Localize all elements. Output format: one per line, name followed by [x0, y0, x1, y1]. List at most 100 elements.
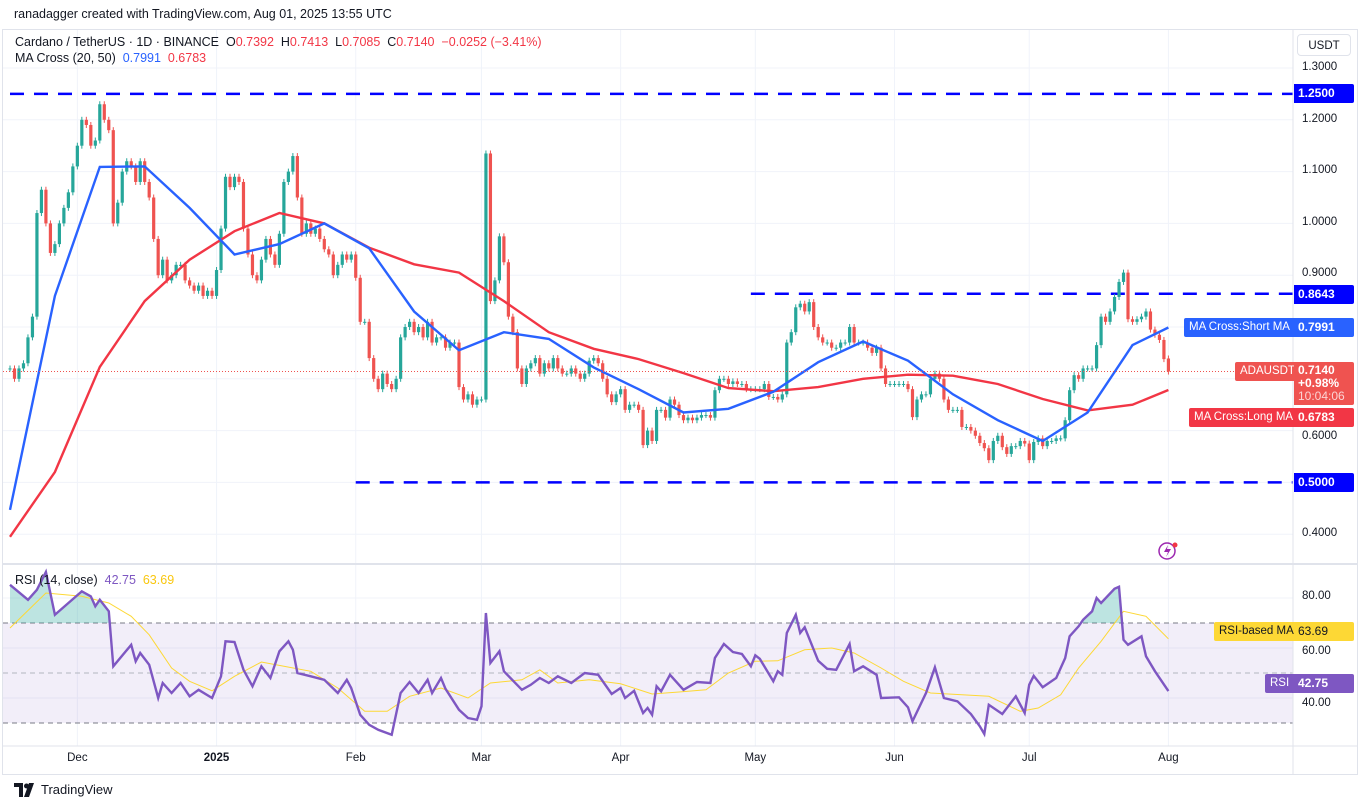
candle [879, 347, 883, 369]
rsi-band-lines [3, 622, 1293, 724]
candle [816, 327, 820, 338]
candle [1045, 440, 1049, 447]
candle [277, 233, 281, 265]
rsi-tag-label: RSI [1265, 674, 1295, 693]
candle [219, 228, 223, 271]
candle [143, 161, 147, 182]
candle [165, 259, 169, 281]
footer-brand: TradingView [14, 782, 113, 797]
candle [57, 223, 61, 245]
candle [349, 254, 353, 260]
time-tick: May [744, 752, 767, 764]
candle [116, 202, 120, 224]
candle [138, 161, 142, 182]
ma-legend[interactable]: MA Cross (20, 50) 0.7991 0.6783 [15, 51, 206, 65]
open-label: O [225, 35, 236, 49]
candle [345, 254, 349, 260]
candle [794, 307, 798, 333]
candle [466, 394, 470, 400]
candle [910, 389, 915, 418]
candle [408, 321, 412, 327]
candle [1103, 316, 1108, 322]
candle [1077, 375, 1081, 379]
short-ma-tag-value: 0.7991 [1294, 318, 1354, 337]
candle [991, 440, 995, 461]
lightning-icon[interactable] [1158, 542, 1178, 560]
candle [1009, 446, 1013, 454]
symbol-legend[interactable]: Cardano / TetherUS · 1D · BINANCE O0.739… [15, 35, 542, 49]
time-tick: Dec [67, 752, 88, 764]
candle [587, 360, 591, 374]
rsi-legend[interactable]: RSI (14, close) 42.75 63.69 [15, 573, 174, 587]
candle [1153, 329, 1157, 335]
candle [520, 368, 524, 384]
candle [789, 332, 793, 343]
candle [470, 394, 475, 405]
candle [596, 358, 600, 364]
candle [511, 316, 515, 333]
candle [964, 426, 968, 428]
candle [821, 337, 825, 343]
candle [439, 337, 443, 339]
candle [214, 270, 219, 296]
currency-button[interactable]: USDT [1297, 34, 1351, 56]
candle [134, 166, 138, 182]
candle [93, 140, 97, 146]
candle [376, 378, 380, 390]
rsi-ma-line [9, 592, 1169, 712]
close-value: 0.7140 [396, 35, 435, 49]
candle [960, 409, 964, 427]
candle [901, 383, 906, 385]
candle [628, 404, 632, 410]
candle [659, 409, 663, 411]
candle [556, 358, 560, 369]
rsi-ma-tag-value: 63.69 [1294, 622, 1354, 641]
candle [650, 430, 654, 441]
candle [870, 347, 874, 353]
high-value: 0.7413 [289, 35, 329, 49]
candle [681, 415, 686, 421]
candle [722, 378, 726, 380]
last-price-tag: 0.7140 +0.98% 10:04:06 [1294, 362, 1354, 405]
candle [336, 264, 340, 276]
candle [295, 156, 299, 198]
candle [1059, 438, 1063, 440]
candle [452, 342, 457, 344]
last-price-change: +0.98% [1298, 376, 1340, 390]
candle [147, 181, 151, 198]
candle [1005, 447, 1009, 454]
candle [264, 238, 268, 260]
candle [830, 342, 834, 348]
candle [785, 342, 789, 395]
grid-lines [3, 30, 1293, 746]
candle [1144, 311, 1148, 317]
price-tick: 1.1000 [1302, 164, 1338, 176]
tradingview-logo-icon [14, 782, 34, 797]
candle [246, 228, 250, 255]
candle [322, 238, 326, 250]
candle [1000, 435, 1004, 448]
candle [524, 368, 528, 384]
footer-brand-text: TradingView [41, 782, 113, 797]
price-tick: 0.6000 [1302, 430, 1338, 442]
level-tag-high: 1.2500 [1294, 84, 1354, 103]
candle [497, 236, 502, 281]
candle [35, 213, 39, 317]
price-tick: 0.4000 [1302, 527, 1338, 539]
candle [834, 347, 838, 349]
candle [874, 347, 879, 353]
time-tick: Apr [611, 752, 630, 764]
candle [327, 249, 331, 255]
candle [1027, 443, 1031, 461]
change-value: −0.0252 (−3.41%) [441, 35, 542, 49]
candle [740, 383, 744, 385]
level-tag-low: 0.5000 [1294, 473, 1354, 492]
candle [1139, 316, 1144, 320]
candle [686, 417, 690, 421]
candle [259, 259, 264, 281]
candle [978, 435, 982, 444]
candle [183, 264, 187, 281]
time-tick: Jun [885, 752, 904, 764]
symbol-title: Cardano / TetherUS · 1D · BINANCE [15, 35, 220, 49]
